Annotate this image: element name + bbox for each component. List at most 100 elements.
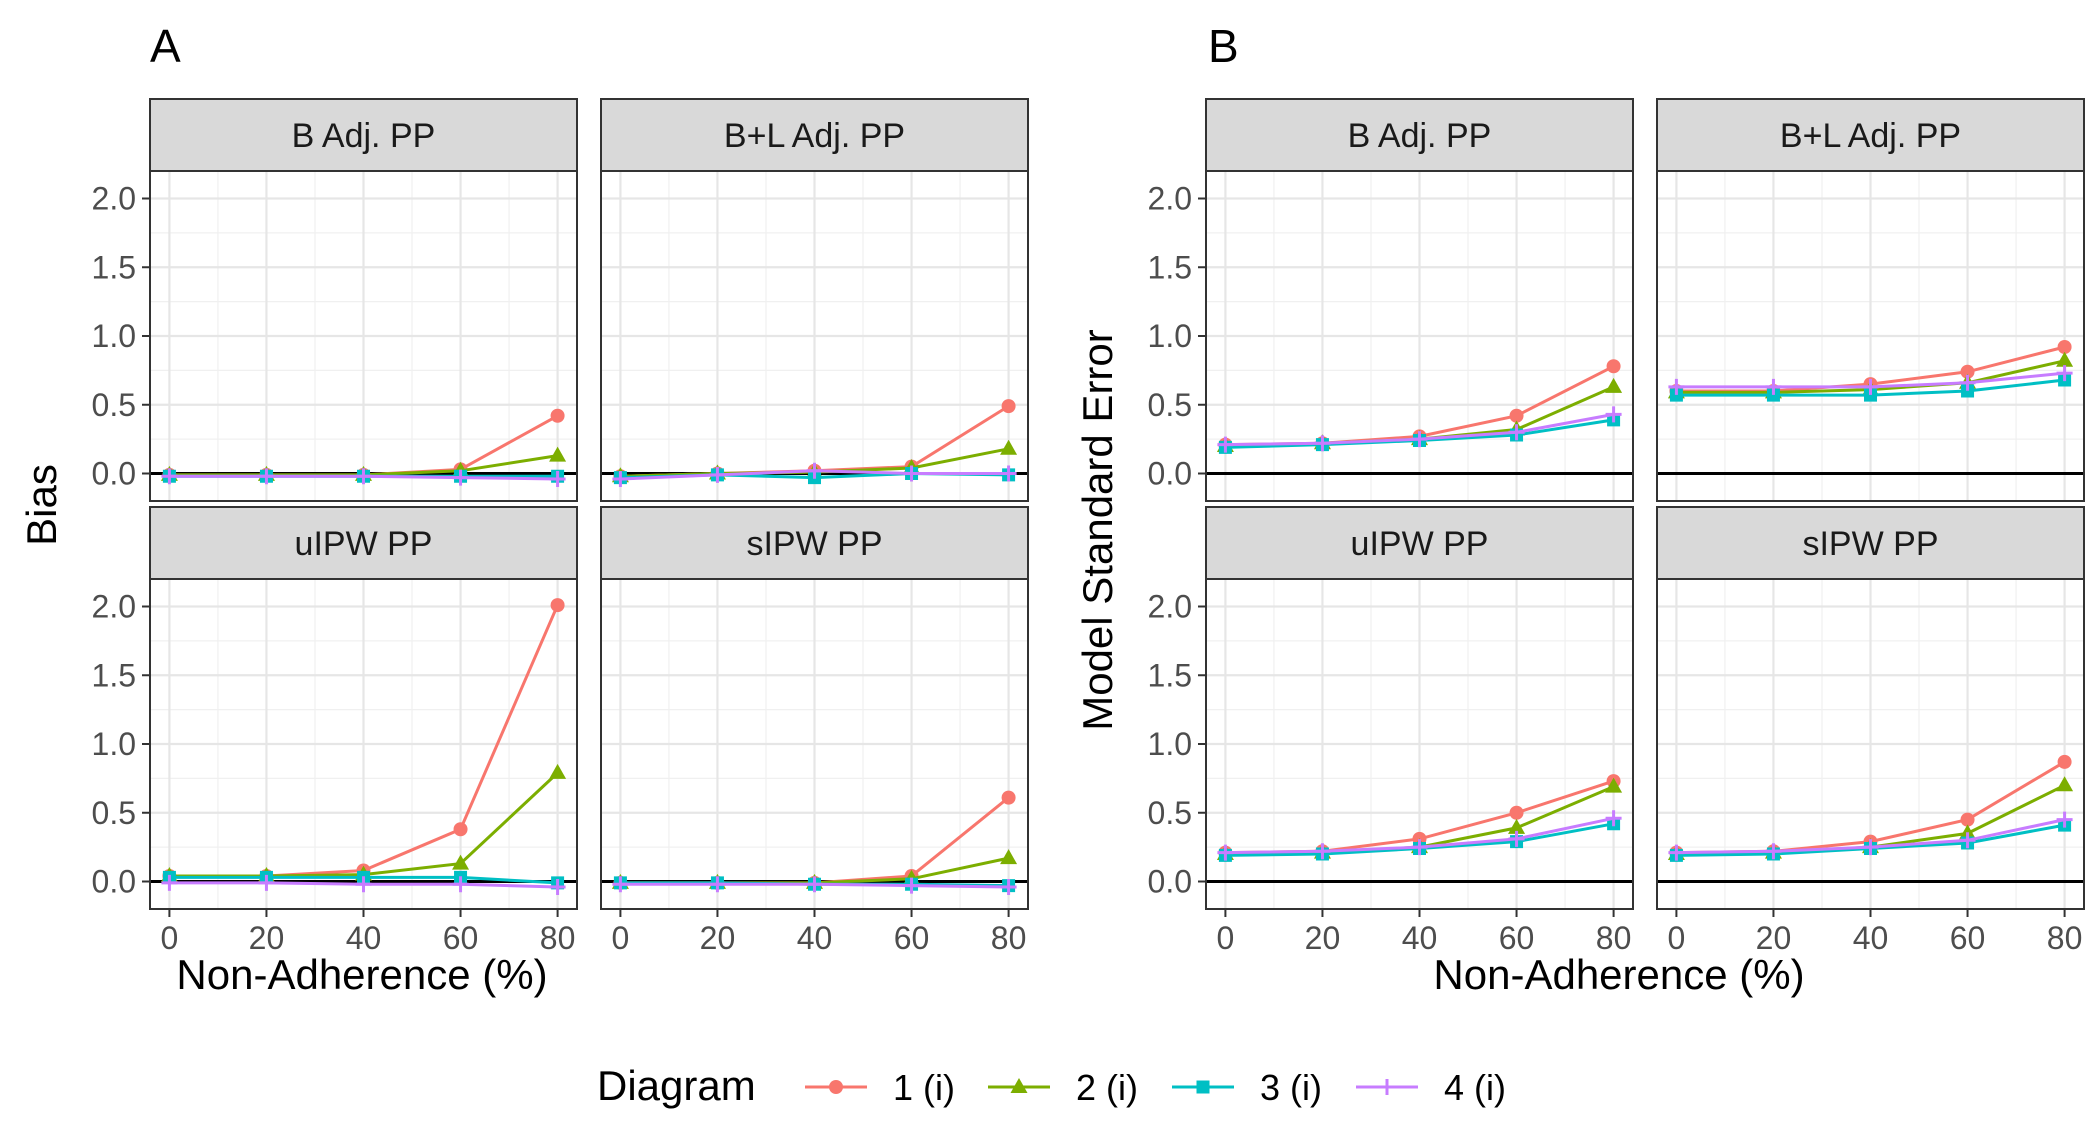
facet-b-2: B+L Adj. PP [1656, 98, 2085, 502]
data-point [806, 876, 823, 893]
data-point [1864, 388, 1877, 402]
data-point [1314, 843, 1331, 860]
data-point [1669, 388, 1683, 402]
data-point [1765, 843, 1782, 860]
data-point [1001, 790, 1016, 805]
x-tick-label: 20 [1305, 920, 1341, 956]
y-tick-label: 2.0 [92, 181, 136, 217]
data-point [549, 446, 567, 462]
data-point [1606, 359, 1621, 374]
data-point [550, 408, 565, 423]
data-point [1766, 388, 1780, 402]
y-tick-label: 2.0 [1148, 181, 1192, 217]
data-point [1508, 424, 1525, 441]
data-point [903, 465, 920, 482]
data-point [453, 822, 468, 837]
x-tick-label: 60 [894, 920, 930, 956]
y-tick-label: 0.5 [92, 795, 136, 831]
data-point [452, 469, 469, 486]
x-tick-label: 0 [161, 920, 179, 956]
facet-title: uIPW PP [1351, 525, 1489, 563]
data-point [258, 468, 275, 485]
facet-b-4: sIPW PP 0 20 40 60 80 [1656, 506, 2085, 956]
panel-border [600, 170, 1029, 502]
data-point [1411, 431, 1428, 448]
data-point [1000, 879, 1017, 895]
y-tick-label: 1.5 [92, 249, 136, 285]
x-tick-label: 40 [1853, 920, 1889, 956]
legend-item: 4 (i) [1356, 1067, 1506, 1108]
x-tick-label: 60 [1950, 920, 1986, 956]
y-tick-label: 1.0 [1148, 318, 1192, 354]
data-point [1000, 849, 1018, 865]
y-tick-label: 0.0 [92, 864, 136, 900]
data-point [1217, 844, 1234, 861]
y-tick-label: 0.0 [1148, 456, 1192, 492]
facet-strip [149, 98, 578, 172]
facet-title: uIPW PP [295, 525, 433, 563]
facet-b-1: B Adj. PP 0.0 0.5 1.0 1.5 2.0 [1148, 98, 1634, 502]
data-point [2056, 811, 2073, 828]
data-point [903, 877, 920, 894]
data-point [1959, 824, 1977, 840]
legend: Diagram 1 (i) 2 (i) 3 (i) 4 (i) [597, 1062, 1506, 1109]
data-point [258, 874, 275, 891]
data-point [1862, 839, 1879, 856]
facet-title: B Adj. PP [292, 117, 436, 155]
facet-strip [600, 98, 1029, 172]
data-point [1959, 374, 1976, 391]
y-tick-label: 2.0 [92, 589, 136, 625]
data-point [1001, 399, 1016, 414]
data-point [1668, 378, 1685, 395]
legend-key-marker [829, 1080, 843, 1094]
x-tick-label: 40 [1402, 920, 1438, 956]
y-tick-label: 1.5 [1148, 249, 1192, 285]
data-point [806, 462, 823, 479]
data-point [355, 876, 372, 893]
x-tick-label: 80 [540, 920, 576, 956]
y-tick-label: 0.5 [1148, 387, 1192, 423]
facet-strip [1656, 506, 2085, 580]
data-point [161, 468, 178, 485]
legend-label: 4 (i) [1444, 1067, 1506, 1108]
data-point [1508, 818, 1526, 834]
data-point [549, 879, 566, 895]
data-point [550, 598, 565, 613]
legend-label: 1 (i) [893, 1067, 955, 1108]
facet-a-3: uIPW PP 0.0 0.5 1.0 1.5 2.0 0 20 40 60 80 [92, 506, 578, 956]
data-point [709, 876, 726, 893]
data-point [2056, 776, 2074, 792]
data-point [1605, 377, 1623, 393]
data-point [1960, 812, 1975, 827]
facet-title: sIPW PP [746, 525, 882, 563]
data-point [1314, 435, 1331, 452]
panel-label-b: B [1208, 20, 1239, 72]
data-point [1605, 406, 1622, 423]
data-point [1217, 436, 1234, 453]
facet-title: B Adj. PP [1348, 117, 1492, 155]
x-tick-label: 0 [612, 920, 630, 956]
x-tick-label: 20 [249, 920, 285, 956]
legend-item: 1 (i) [805, 1067, 955, 1108]
y-axis-title: Bias [18, 464, 65, 546]
data-point [1862, 378, 1879, 395]
data-point [1959, 832, 1976, 849]
data-point [549, 471, 566, 487]
data-point [1961, 384, 1975, 398]
legend-item: 2 (i) [988, 1067, 1138, 1108]
y-tick-label: 1.5 [1148, 657, 1192, 693]
x-axis-title: Non-Adherence (%) [176, 951, 547, 998]
data-point [1509, 805, 1524, 820]
legend-label: 2 (i) [1076, 1067, 1138, 1108]
legend-title: Diagram [597, 1062, 756, 1109]
data-point [612, 471, 629, 487]
y-tick-label: 1.0 [92, 726, 136, 762]
data-point [2056, 365, 2073, 382]
facet-strip [600, 506, 1029, 580]
data-point [1509, 408, 1524, 423]
facet-title: B+L Adj. PP [724, 117, 905, 155]
data-point [1605, 810, 1622, 827]
data-point [452, 876, 469, 893]
x-tick-label: 40 [797, 920, 833, 956]
